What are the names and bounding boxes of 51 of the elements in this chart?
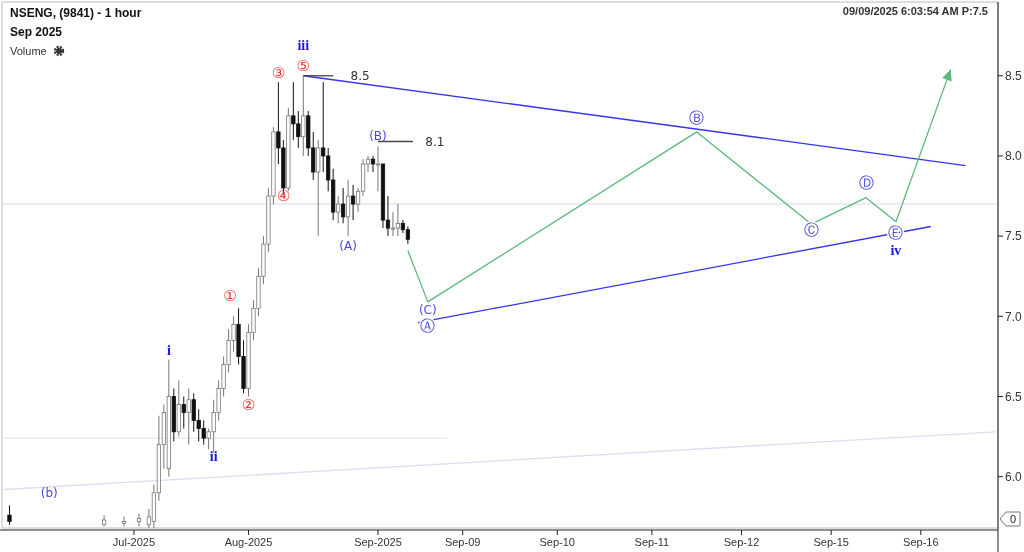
annotation: ii xyxy=(209,448,218,464)
x-tick-label: Sep-15 xyxy=(813,536,849,548)
annotation: (b) xyxy=(40,485,58,500)
annotation: Ⓐ xyxy=(420,317,436,336)
annotation: Volume xyxy=(10,45,47,57)
text: Sep 2025 xyxy=(10,25,63,39)
text: 0 xyxy=(1009,513,1017,525)
annotation: i xyxy=(166,342,171,358)
annotation: 09/09/2025 6:03:54 AM P:7.5 xyxy=(842,5,988,17)
annotation: (B) xyxy=(369,129,387,144)
candlestick xyxy=(375,145,381,192)
annotation: 8.1 xyxy=(425,134,445,149)
candlestick xyxy=(350,184,356,221)
annotation: (A) xyxy=(339,238,357,253)
x-tick-label: Jul-2025 xyxy=(112,536,156,548)
candlestick xyxy=(181,396,186,430)
candlestick xyxy=(186,387,191,446)
x-tick-label: Sep-12 xyxy=(723,536,760,548)
x-tick-label: Aug-2025 xyxy=(224,536,273,548)
annotation: (C) xyxy=(418,303,437,318)
annotation: 8.5 xyxy=(350,68,370,83)
y-tick-label: 8.0 xyxy=(1005,149,1023,164)
y-tick-label: 8.5 xyxy=(1005,68,1023,83)
candlestick xyxy=(7,505,12,526)
x-tick-label: Sep-2025 xyxy=(354,536,402,548)
annotation: iv xyxy=(890,243,902,259)
annotation: ③ xyxy=(271,63,286,82)
annotation: ① xyxy=(223,286,237,305)
annotation: Ⓑ xyxy=(689,108,705,127)
chart-title: NSENG, (9841) - 1 hour xyxy=(10,6,142,20)
x-tick-label: Sep-09 xyxy=(444,536,481,548)
y-tick-label: 7.5 xyxy=(1005,229,1023,244)
x-tick-label: Sep-16 xyxy=(903,536,939,548)
annotation: ④ xyxy=(276,187,291,206)
candlestick xyxy=(336,195,341,224)
candlestick xyxy=(390,211,396,237)
y-tick-label: 6.5 xyxy=(1005,389,1023,404)
annotation: ② xyxy=(241,395,256,414)
y-tick-label: 7.0 xyxy=(1005,309,1023,324)
candlestick xyxy=(370,155,376,173)
annotation: Ⓒ xyxy=(803,220,819,239)
candlestick xyxy=(301,75,306,157)
candlestick xyxy=(341,187,346,224)
annotation: iii xyxy=(297,38,310,54)
y-tick-label: 6.0 xyxy=(1005,469,1023,484)
x-tick-label: Sep-10 xyxy=(539,536,576,548)
x-tick-label: Sep-11 xyxy=(634,536,670,548)
candlestick xyxy=(346,179,351,237)
annotation: ⑤ xyxy=(296,57,311,76)
annotation: Ⓓ xyxy=(858,174,874,193)
candlestick xyxy=(395,203,401,237)
